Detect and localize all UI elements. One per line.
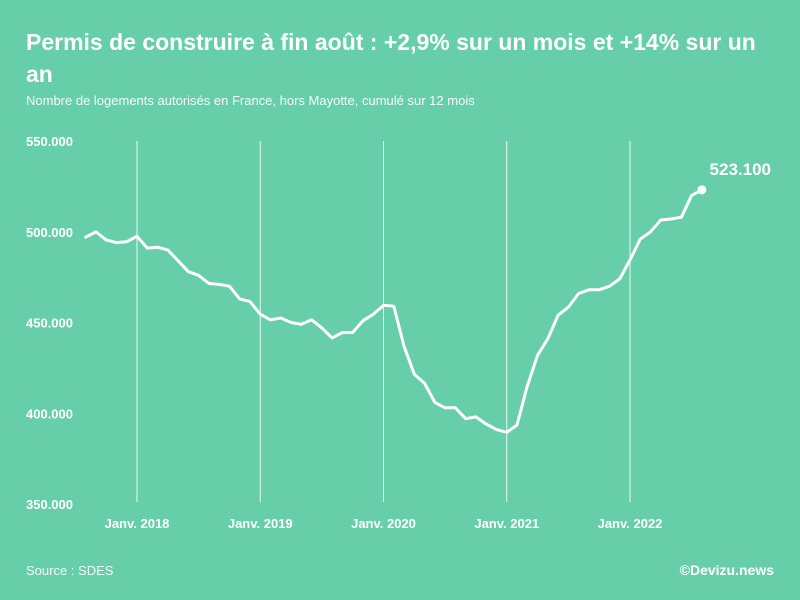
source-note: Source : SDES — [26, 563, 114, 578]
x-tick-label: Janv. 2019 — [228, 516, 293, 531]
y-tick-label: 400.000 — [26, 406, 73, 421]
vertical-gridlines — [136, 141, 631, 502]
y-axis-ticks: 550.000 500.000 450.000 400.000 350.000 — [26, 134, 73, 512]
x-tick-label: Janv. 2020 — [351, 516, 416, 531]
y-tick-label: 350.000 — [26, 497, 73, 512]
chart-subtitle: Nombre de logements autorisés en France,… — [26, 93, 475, 108]
x-axis-ticks: Janv. 2018 Janv. 2019 Janv. 2020 Janv. 2021… — [105, 516, 663, 531]
y-tick-label: 550.000 — [26, 134, 73, 149]
chart-title: Permis de construire à fin août : +2,9% … — [26, 29, 756, 87]
x-tick-label: Janv. 2021 — [474, 516, 539, 531]
credit-logo: ©Devizu.news — [679, 562, 774, 578]
y-tick-label: 500.000 — [26, 225, 73, 240]
x-tick-label: Janv. 2018 — [105, 516, 170, 531]
y-tick-label: 450.000 — [26, 316, 73, 331]
x-tick-label: Janv. 2022 — [598, 516, 663, 531]
series-line — [84, 188, 704, 434]
end-value-label: 523.100 — [710, 160, 771, 179]
end-point — [697, 185, 707, 195]
